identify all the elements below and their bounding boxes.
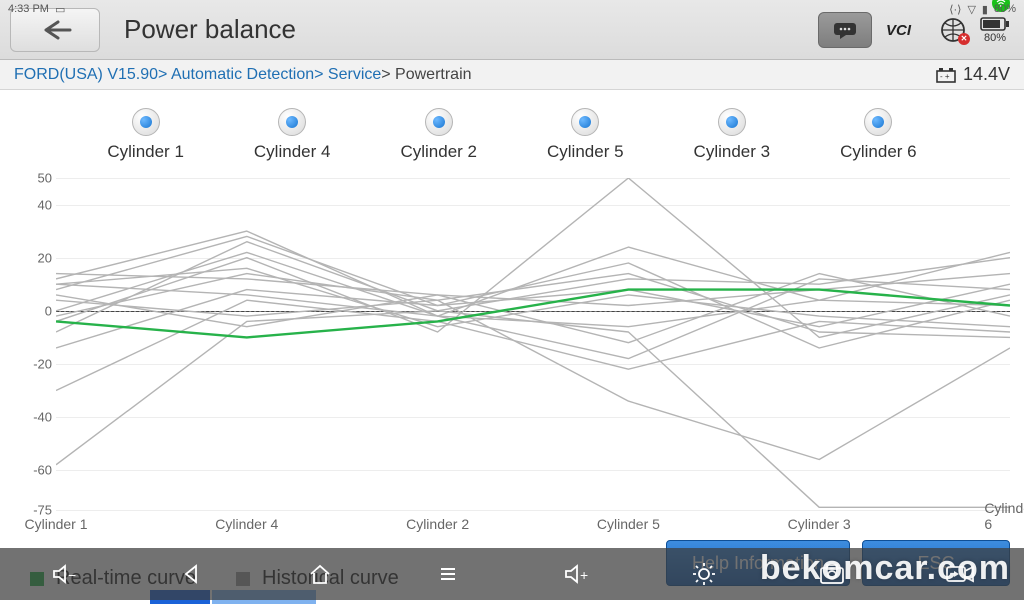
y-tick-label: -20 [14, 356, 52, 371]
y-tick-label: -60 [14, 463, 52, 478]
y-tick-label: 20 [14, 250, 52, 265]
indicator-bulb-icon [571, 108, 599, 136]
status-signal-icon: ▽ [967, 3, 975, 16]
network-error-icon: ✕ [958, 33, 970, 45]
breadcrumb: FORD(USA) V15.90> Automatic Detection> S… [0, 60, 1024, 90]
back-arrow-icon [36, 18, 74, 42]
svg-text:- +: - + [940, 72, 950, 81]
indicator-bulb-icon [718, 108, 746, 136]
y-tick-label: 0 [14, 303, 52, 318]
nav-brightness[interactable] [684, 554, 724, 594]
y-tick-label: -40 [14, 410, 52, 425]
svg-text:+: + [580, 567, 588, 583]
cylinder-indicator[interactable]: Cylinder 4 [254, 108, 331, 172]
watermark: bekomcar.com [760, 549, 1010, 588]
y-tick-label: 40 [14, 197, 52, 212]
chart-plot-area[interactable] [56, 178, 1010, 510]
menu-icon [436, 562, 460, 586]
nav-recent[interactable] [428, 554, 468, 594]
nav-back[interactable] [172, 554, 212, 594]
nav-home[interactable] [300, 554, 340, 594]
gridline [56, 510, 1010, 511]
vci-status: VCI [886, 21, 926, 39]
indicator-bulb-icon [864, 108, 892, 136]
status-net-icon: ⟨·⟩ [949, 3, 961, 16]
x-tick-label: Cylinder 1 [24, 516, 87, 532]
cylinder-indicator[interactable]: Cylinder 1 [107, 108, 184, 172]
cylinder-label: Cylinder 4 [254, 142, 331, 162]
cylinder-indicator[interactable]: Cylinder 3 [694, 108, 771, 172]
status-battery-icon: ▮ [982, 3, 988, 16]
voltage-display: - + 14.4V [935, 64, 1010, 85]
car-battery-icon: - + [935, 66, 957, 84]
cylinder-indicator[interactable]: Cylinder 6 [840, 108, 917, 172]
x-tick-label: Cylinder 3 [788, 516, 851, 532]
volume-down-icon: − [50, 560, 78, 588]
y-tick-label: 50 [14, 171, 52, 186]
volume-up-icon: + [562, 560, 590, 588]
chat-icon [832, 21, 858, 39]
cylinder-label: Cylinder 2 [400, 142, 477, 162]
x-tick-label: Cylinder 5 [597, 516, 660, 532]
x-tick-label: Cylinder 6 [984, 500, 1024, 532]
home-icon [307, 561, 333, 587]
cylinder-label: Cylinder 3 [694, 142, 771, 162]
cylinder-indicator-row: Cylinder 1 Cylinder 4 Cylinder 2 Cylinde… [0, 100, 1024, 172]
nav-volume-up[interactable]: + [556, 554, 596, 594]
x-tick-label: Cylinder 2 [406, 516, 469, 532]
nav-back-icon [180, 562, 204, 586]
battery-pct: 80% [984, 32, 1006, 44]
cylinder-label: Cylinder 1 [107, 142, 184, 162]
status-app-icon: ▭ [55, 3, 65, 16]
breadcrumb-path[interactable]: FORD(USA) V15.90> Automatic Detection> S… [14, 66, 381, 84]
device-battery: 80% [980, 16, 1010, 44]
cylinder-indicator[interactable]: Cylinder 2 [400, 108, 477, 172]
nav-volume-down[interactable]: − [44, 554, 84, 594]
indicator-bulb-icon [132, 108, 160, 136]
cylinder-indicator[interactable]: Cylinder 5 [547, 108, 624, 172]
status-time: 4:33 PM [8, 3, 49, 15]
page-title: Power balance [124, 14, 296, 45]
android-statusbar: 4:33 PM ▭ ⟨·⟩ ▽ ▮ 80% [0, 0, 1024, 18]
sun-icon [691, 561, 717, 587]
vci-logo-icon: VCI [886, 21, 926, 39]
cylinder-label: Cylinder 6 [840, 142, 917, 162]
power-balance-chart: 5040200-20-40-60-75 Cylinder 1Cylinder 4… [14, 178, 1010, 510]
voltage-value: 14.4V [963, 64, 1010, 85]
indicator-bulb-icon [278, 108, 306, 136]
status-battery-pct: 80% [994, 3, 1016, 15]
indicator-bulb-icon [425, 108, 453, 136]
breadcrumb-current: > Powertrain [381, 66, 471, 84]
svg-text:−: − [68, 567, 76, 583]
x-tick-label: Cylinder 4 [215, 516, 278, 532]
cylinder-label: Cylinder 5 [547, 142, 624, 162]
network-status[interactable]: ✕ [940, 17, 966, 43]
svg-text:VCI: VCI [886, 22, 912, 39]
